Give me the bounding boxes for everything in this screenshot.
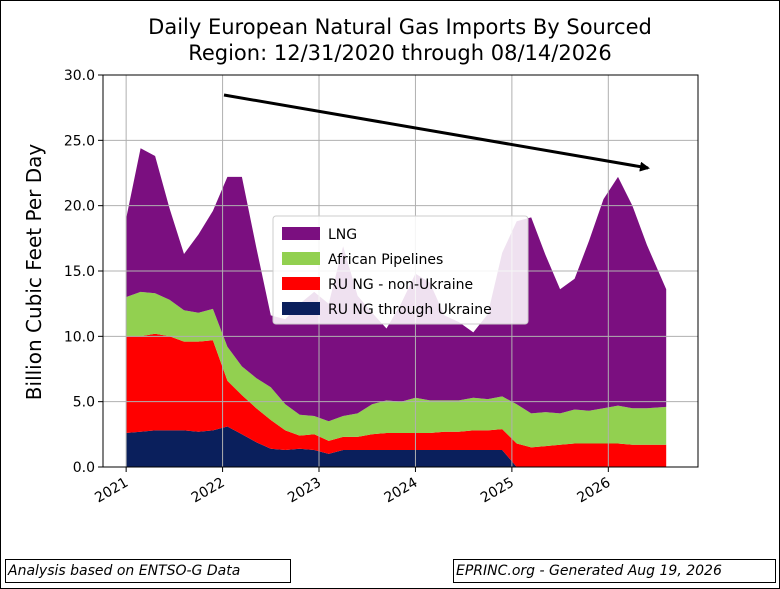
y-axis-label: Billion Cubic Feet Per Day bbox=[22, 144, 46, 401]
y-tick-label: 0.0 bbox=[73, 460, 95, 476]
y-tick-label: 20.0 bbox=[64, 199, 95, 215]
y-tick-label: 30.0 bbox=[64, 68, 95, 84]
legend-swatch-ru-ng-through-ukraine bbox=[282, 302, 320, 315]
area-african-pipelines bbox=[126, 291, 667, 448]
legend-swatch-ru-ng-non-ukraine bbox=[282, 277, 320, 290]
x-axis-ticks: 2021 2022 2023 2024 2025 2026 bbox=[92, 467, 613, 506]
legend-swatch-lng bbox=[282, 227, 320, 240]
area-lng bbox=[126, 148, 667, 422]
legend-box bbox=[272, 215, 529, 325]
legend-label-lng: LNG bbox=[328, 227, 357, 243]
trend-arrow bbox=[223, 93, 650, 172]
x-tick-label: 2021 bbox=[92, 475, 131, 507]
y-tick-label: 5.0 bbox=[73, 395, 95, 411]
chart-title: Daily European Natural Gas Imports By So… bbox=[0, 14, 780, 66]
x-tick-label: 2022 bbox=[189, 475, 228, 507]
area-ru-ng-non-ukraine bbox=[126, 333, 667, 467]
y-axis-ticks: 0.0 5.0 10.0 15.0 20.0 25.0 30.0 bbox=[64, 68, 103, 476]
legend-label-ru-ng-non-ukraine: RU NG - non-Ukraine bbox=[328, 277, 473, 293]
trend-arrow-line bbox=[223, 93, 650, 172]
x-tick-label: 2025 bbox=[478, 475, 517, 507]
legend-label-african-pipelines: African Pipelines bbox=[328, 252, 443, 268]
legend-label-ru-ng-through-ukraine: RU NG through Ukraine bbox=[328, 302, 492, 318]
y-tick-label: 25.0 bbox=[64, 133, 95, 149]
footer-generated-note: EPRINC.org - Generated Aug 19, 2026 bbox=[453, 559, 776, 583]
legend-swatch-african-pipelines bbox=[282, 252, 320, 265]
y-tick-label: 10.0 bbox=[64, 329, 95, 345]
chart-title-line-2: Region: 12/31/2020 through 08/14/2026 bbox=[188, 41, 612, 65]
footer-source-note: Analysis based on ENTSO-G Data bbox=[5, 559, 291, 583]
chart-title-line-1: Daily European Natural Gas Imports By So… bbox=[148, 15, 652, 39]
area-series-group bbox=[126, 148, 667, 467]
x-tick-label: 2026 bbox=[574, 475, 613, 507]
x-tick-label: 2023 bbox=[285, 475, 324, 507]
legend: LNG African Pipelines RU NG - non-Ukraine R… bbox=[272, 215, 529, 325]
y-tick-label: 15.0 bbox=[64, 264, 95, 280]
area-ru-ng-through-ukraine bbox=[126, 426, 667, 467]
x-tick-label: 2024 bbox=[382, 475, 421, 507]
